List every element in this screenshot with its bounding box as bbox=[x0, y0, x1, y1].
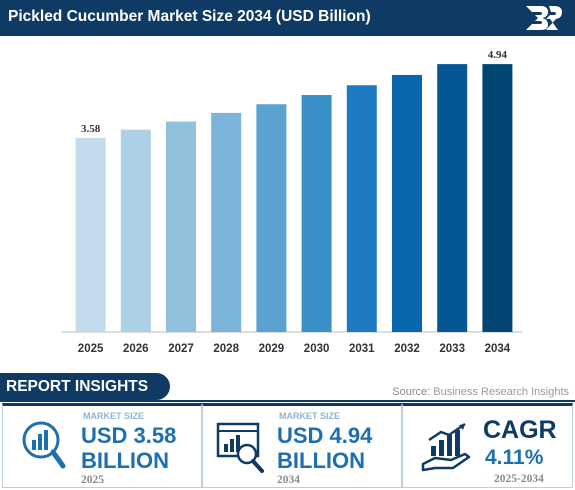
report-insights-heading: REPORT INSIGHTS bbox=[6, 378, 149, 395]
x-tick-label-2030: 2030 bbox=[304, 343, 330, 355]
x-tick-label-2025: 2025 bbox=[78, 343, 104, 355]
bar-2032 bbox=[392, 74, 422, 332]
bar-2030 bbox=[301, 95, 332, 332]
insight-cards: MARKET SIZE USD 3.58 BILLION 2025 MARKET… bbox=[2, 403, 573, 488]
cagr-title: CAGR bbox=[483, 416, 557, 444]
x-tick-label-2033: 2033 bbox=[439, 343, 465, 355]
card-value-line1: USD 4.94 bbox=[277, 423, 373, 448]
bar-2033 bbox=[437, 64, 468, 332]
x-tick-label-2032: 2032 bbox=[394, 343, 420, 355]
source-value: Business Research Insights bbox=[433, 386, 569, 398]
card-market-size-2034: MARKET SIZE USD 4.94 BILLION 2034 bbox=[202, 403, 402, 488]
bar-2026 bbox=[120, 129, 151, 332]
source-note: Source: Business Research Insights bbox=[392, 386, 569, 398]
brand-logo-icon bbox=[526, 6, 562, 30]
chart-magnifier-icon bbox=[22, 421, 66, 469]
bar-2025 bbox=[75, 137, 106, 332]
bar-chart: 2025 3.58 2026 2027 2028 2029 2030 2031 2032 2033… bbox=[62, 49, 522, 355]
source-key: Source: bbox=[392, 386, 431, 398]
x-tick-label-2028: 2028 bbox=[213, 343, 239, 355]
card-value-line1: USD 3.58 bbox=[81, 423, 177, 448]
data-label-2025: 3.58 bbox=[81, 123, 101, 135]
data-label-2034: 4.94 bbox=[488, 49, 508, 61]
bar-2031 bbox=[346, 85, 377, 332]
bar-2028 bbox=[211, 112, 242, 333]
x-tick-label-2031: 2031 bbox=[349, 343, 375, 355]
card-year: 2034 bbox=[277, 474, 300, 486]
card-value-line2: BILLION bbox=[81, 448, 169, 473]
header-bar: Pickled Cucumber Market Size 2034 (USD B… bbox=[0, 0, 575, 36]
card-label: MARKET SIZE bbox=[279, 411, 341, 421]
card-year: 2025 bbox=[81, 474, 104, 486]
x-tick-label-2027: 2027 bbox=[168, 343, 194, 355]
x-tick-label-2034: 2034 bbox=[485, 343, 511, 355]
card-cagr: CAGR 4.11% 2025-2034 bbox=[402, 403, 573, 488]
divider bbox=[0, 400, 575, 402]
x-tick-label-2029: 2029 bbox=[259, 343, 285, 355]
report-magnifier-icon bbox=[216, 422, 264, 473]
cagr-years: 2025-2034 bbox=[494, 473, 544, 485]
bar-2027 bbox=[166, 121, 196, 332]
growth-hand-icon bbox=[421, 422, 471, 472]
bar-2034 bbox=[482, 64, 513, 332]
card-value-line2: BILLION bbox=[277, 448, 365, 473]
card-market-size-2025: MARKET SIZE USD 3.58 BILLION 2025 bbox=[2, 403, 202, 488]
x-tick-label-2026: 2026 bbox=[123, 343, 149, 355]
report-insights-banner: REPORT INSIGHTS bbox=[0, 373, 170, 400]
cagr-value: 4.11% bbox=[485, 446, 544, 469]
bar-2029 bbox=[256, 104, 287, 332]
card-label: MARKET SIZE bbox=[83, 411, 145, 421]
page-title: Pickled Cucumber Market Size 2034 (USD B… bbox=[8, 8, 371, 25]
